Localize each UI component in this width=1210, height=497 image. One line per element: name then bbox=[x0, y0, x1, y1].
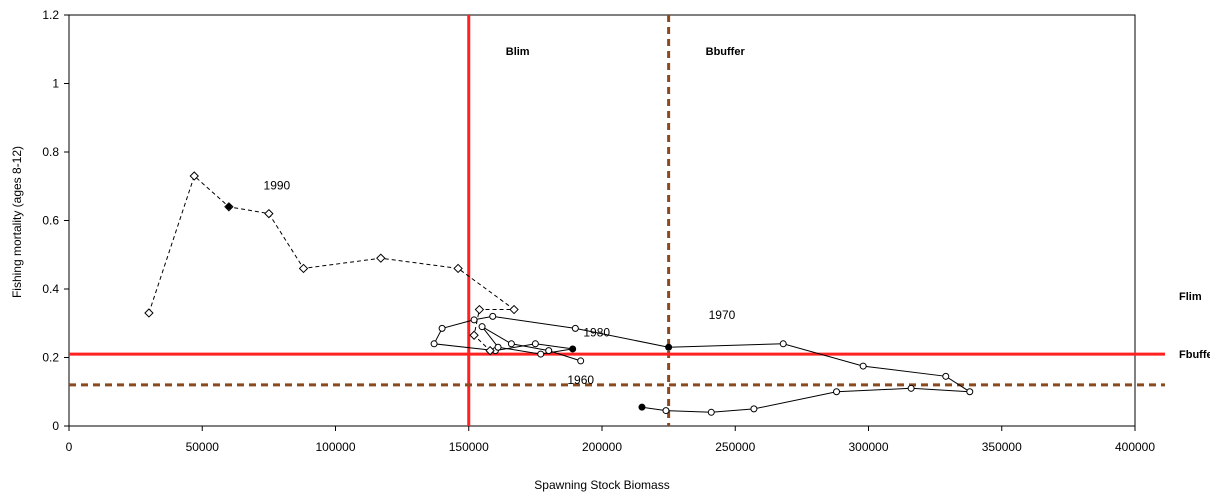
highlighted-point bbox=[665, 344, 672, 351]
highlighted-point bbox=[225, 203, 232, 210]
y-tick-label: 0.4 bbox=[42, 282, 59, 296]
y-tick-label: 0 bbox=[52, 419, 59, 433]
highlighted-point bbox=[569, 345, 576, 352]
data-point bbox=[662, 407, 670, 415]
plot-area bbox=[68, 14, 1136, 427]
x-axis-ticks: 0 50000 100000 150000 200000 250000 300000 3500… bbox=[66, 426, 1155, 454]
data-point bbox=[144, 308, 154, 318]
annotations: 1990 1980 1970 1960 bbox=[264, 179, 736, 388]
y-tick-label: 1 bbox=[52, 77, 59, 91]
data-point bbox=[453, 263, 463, 274]
ref-label-flim: Flim bbox=[1179, 291, 1202, 303]
data-point bbox=[430, 340, 438, 348]
y-tick-label: 0.2 bbox=[42, 351, 59, 365]
data-point bbox=[750, 405, 758, 413]
ref-label-fbuffer: Fbuffer bbox=[1179, 349, 1210, 361]
year-annotation: 1980 bbox=[583, 325, 610, 339]
series-layer bbox=[144, 171, 974, 416]
data-point bbox=[571, 324, 579, 332]
ref-label-bbuffer: Bbuffer bbox=[706, 46, 746, 58]
data-point bbox=[489, 312, 497, 320]
reference-lines: Blim Bbuffer Flim Fbuffer bbox=[69, 15, 1210, 426]
data-point bbox=[779, 340, 787, 348]
ref-label-blim: Blim bbox=[506, 46, 530, 58]
data-point bbox=[478, 323, 486, 331]
data-point bbox=[859, 362, 867, 370]
data-point bbox=[474, 304, 485, 315]
data-point bbox=[485, 345, 495, 356]
y-axis-title: Fishing mortality (ages 8-12) bbox=[10, 146, 24, 298]
data-point bbox=[537, 350, 545, 358]
year-annotation: 1990 bbox=[264, 179, 291, 193]
year-annotation: 1970 bbox=[709, 308, 736, 322]
data-point bbox=[469, 330, 479, 340]
data-point bbox=[707, 408, 715, 416]
data-point bbox=[494, 343, 502, 351]
data-point bbox=[577, 357, 585, 365]
x-tick-label: 0 bbox=[66, 440, 73, 454]
data-point bbox=[942, 372, 950, 380]
data-point bbox=[833, 388, 841, 396]
y-tick-label: 0.8 bbox=[42, 145, 59, 159]
highlighted-points bbox=[225, 203, 672, 411]
data-point bbox=[507, 340, 515, 348]
x-tick-label: 250000 bbox=[715, 440, 755, 454]
x-tick-label: 50000 bbox=[186, 440, 220, 454]
x-tick-label: 150000 bbox=[449, 440, 489, 454]
x-tick-label: 200000 bbox=[582, 440, 622, 454]
highlighted-point bbox=[638, 404, 645, 411]
plot-frame bbox=[68, 14, 1136, 427]
data-point bbox=[264, 208, 274, 219]
data-point bbox=[189, 171, 199, 181]
data-point bbox=[438, 324, 446, 332]
data-point bbox=[376, 253, 386, 263]
data-point bbox=[966, 388, 974, 396]
y-tick-label: 0.6 bbox=[42, 214, 59, 228]
data-point bbox=[531, 340, 539, 348]
data-point bbox=[298, 263, 309, 274]
x-tick-label: 300000 bbox=[848, 440, 888, 454]
year-annotation: 1960 bbox=[567, 373, 594, 387]
data-point bbox=[907, 384, 915, 392]
x-axis-title: Spawning Stock Biomass bbox=[534, 478, 669, 492]
data-point bbox=[509, 304, 519, 315]
y-axis-ticks: 0 0.2 0.4 0.6 0.8 1 1.2 bbox=[42, 8, 69, 433]
data-point bbox=[470, 316, 478, 324]
x-tick-label: 400000 bbox=[1115, 440, 1155, 454]
x-tick-label: 350000 bbox=[982, 440, 1022, 454]
x-tick-label: 100000 bbox=[315, 440, 355, 454]
y-tick-label: 1.2 bbox=[42, 8, 59, 22]
data-point bbox=[545, 347, 553, 355]
